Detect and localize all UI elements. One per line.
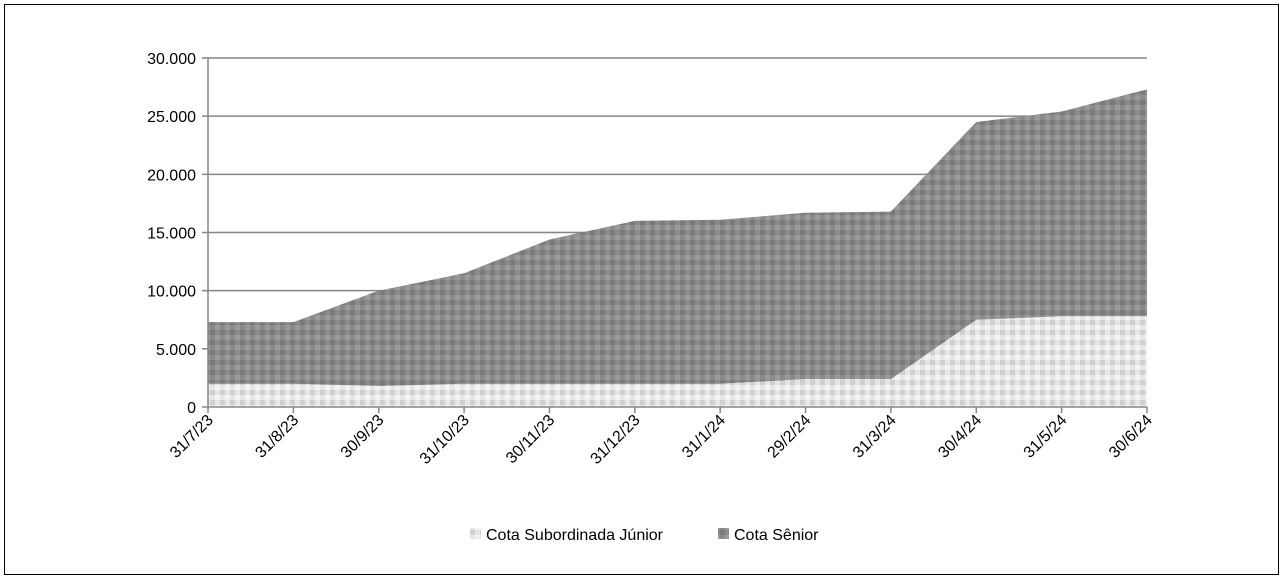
area-cota-senior: [208, 89, 1147, 387]
axes: [202, 57, 1148, 413]
x-axis-tick-labels: 31/7/23 31/8/23 30/9/23 31/10/23 30/11/23 31/…: [167, 412, 1156, 468]
y-tick-label: 10.000: [147, 284, 196, 301]
area-series: [208, 89, 1147, 407]
legend: Cota Subordinada Júnior Cota Sênior: [470, 527, 819, 544]
x-tick-label: 30/6/24: [1106, 412, 1156, 462]
x-tick-label: 31/1/24: [679, 412, 729, 462]
x-tick-label: 30/9/23: [338, 412, 388, 462]
x-tick-label: 31/3/24: [850, 412, 900, 462]
legend-label-cota-senior: Cota Sênior: [734, 527, 819, 544]
y-tick-label: 5.000: [156, 342, 196, 359]
x-tick-label: 30/4/24: [935, 412, 985, 462]
y-tick-label: 25.000: [147, 109, 196, 126]
y-axis-tick-labels: 0 5.000 10.000 15.000 20.000 25.000 30.000: [147, 51, 196, 417]
legend-swatch-cota-senior: [718, 528, 729, 539]
legend-label-cota-subordinada-junior: Cota Subordinada Júnior: [486, 527, 664, 544]
x-tick-label: 30/11/23: [503, 412, 558, 467]
x-tick-label: 31/7/23: [167, 412, 217, 462]
y-tick-label: 15.000: [147, 226, 196, 243]
x-tick-label: 29/2/24: [765, 412, 815, 462]
y-tick-label: 0: [187, 400, 196, 417]
y-tick-label: 20.000: [147, 167, 196, 184]
x-tick-label: 31/8/23: [252, 412, 302, 462]
x-tick-label: 31/10/23: [417, 412, 473, 468]
x-tick-label: 31/12/23: [588, 412, 644, 468]
legend-swatch-cota-subordinada-junior: [470, 528, 481, 539]
y-tick-label: 30.000: [147, 51, 196, 68]
x-tick-label: 31/5/24: [1021, 412, 1071, 462]
